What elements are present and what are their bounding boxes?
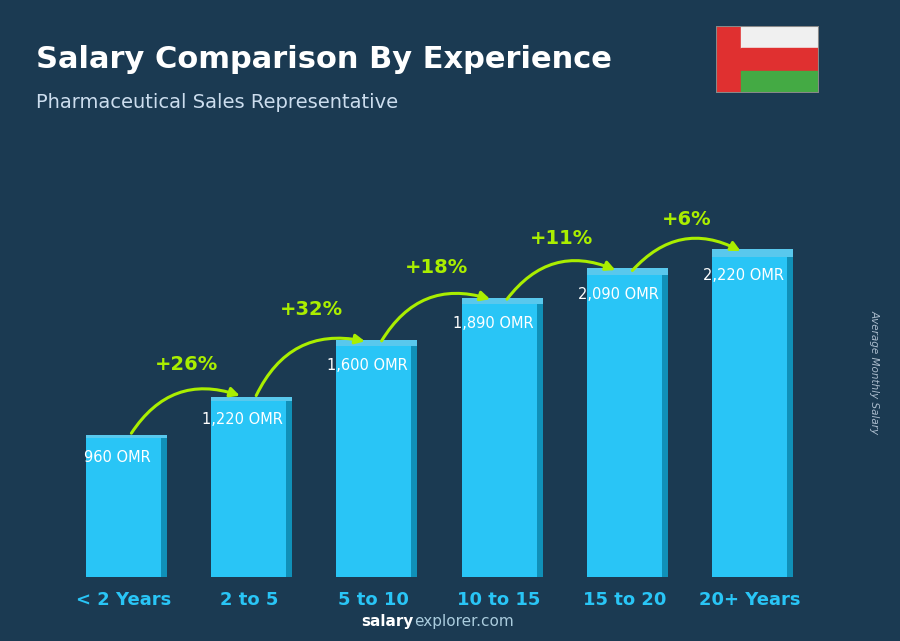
Text: +6%: +6% [662, 210, 712, 229]
Bar [337, 340, 418, 346]
Text: +18%: +18% [405, 258, 468, 277]
Bar [286, 401, 292, 577]
Bar [742, 71, 819, 93]
Text: +11%: +11% [530, 229, 593, 248]
Bar [337, 346, 411, 577]
Bar [212, 397, 292, 401]
Bar [411, 346, 418, 577]
Bar [742, 48, 819, 71]
Bar [86, 435, 167, 438]
Text: Pharmaceutical Sales Representative: Pharmaceutical Sales Representative [36, 93, 398, 112]
Bar [536, 304, 543, 577]
Text: 2,220 OMR: 2,220 OMR [703, 268, 784, 283]
Bar [212, 401, 286, 577]
Text: +32%: +32% [280, 300, 343, 319]
Text: +26%: +26% [155, 354, 218, 374]
Bar [587, 276, 662, 577]
Bar [712, 256, 787, 577]
Bar [86, 438, 161, 577]
Bar [462, 297, 543, 304]
Text: 960 OMR: 960 OMR [84, 450, 150, 465]
Bar [712, 249, 793, 256]
Text: 1,890 OMR: 1,890 OMR [453, 316, 533, 331]
Text: Salary Comparison By Experience: Salary Comparison By Experience [36, 45, 612, 74]
Bar [462, 304, 536, 577]
Bar [787, 256, 793, 577]
Bar [587, 268, 668, 276]
Text: explorer.com: explorer.com [414, 615, 514, 629]
Bar [161, 438, 167, 577]
Text: 2,090 OMR: 2,090 OMR [578, 287, 659, 302]
Text: Average Monthly Salary: Average Monthly Salary [869, 310, 880, 434]
Bar [716, 26, 742, 93]
Bar [742, 26, 819, 48]
Bar [662, 276, 668, 577]
Text: 1,220 OMR: 1,220 OMR [202, 413, 283, 428]
Text: salary: salary [362, 615, 414, 629]
Text: 1,600 OMR: 1,600 OMR [328, 358, 408, 372]
